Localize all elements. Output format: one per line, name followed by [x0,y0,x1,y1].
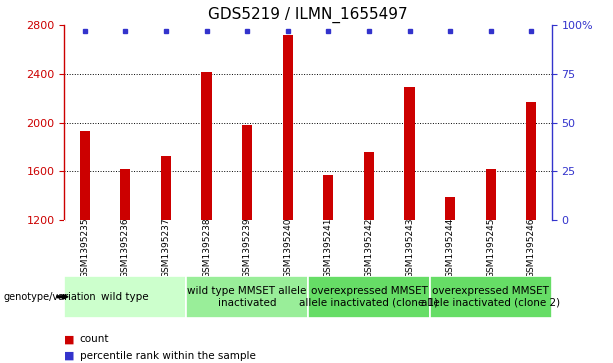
Bar [405,87,414,220]
Bar [308,276,430,318]
Text: GSM1395238: GSM1395238 [202,217,211,278]
Text: GSM1395244: GSM1395244 [446,217,455,278]
Title: GDS5219 / ILMN_1655497: GDS5219 / ILMN_1655497 [208,7,408,23]
Text: wild type MMSET allele
inactivated: wild type MMSET allele inactivated [188,286,306,307]
Text: wild type: wild type [102,292,149,302]
Bar [202,72,211,220]
Bar [430,276,552,318]
Bar [64,276,186,318]
Bar [445,196,455,220]
Text: GSM1395239: GSM1395239 [243,217,251,278]
Bar [242,125,252,220]
Text: overexpressed MMSET
allele inactivated (clone 2): overexpressed MMSET allele inactivated (… [421,286,560,307]
Text: count: count [80,334,109,344]
Text: GSM1395236: GSM1395236 [121,217,130,278]
Text: genotype/variation: genotype/variation [3,292,96,302]
Text: GSM1395243: GSM1395243 [405,217,414,278]
Text: overexpressed MMSET
allele inactivated (clone 1): overexpressed MMSET allele inactivated (… [299,286,438,307]
Bar [323,175,333,220]
Text: GSM1395237: GSM1395237 [161,217,170,278]
Bar [161,156,171,220]
Text: GSM1395241: GSM1395241 [324,217,333,278]
Text: ■: ■ [64,334,75,344]
Text: GSM1395246: GSM1395246 [527,217,536,278]
Bar [527,102,536,220]
Bar [120,169,131,220]
Text: GSM1395235: GSM1395235 [80,217,89,278]
Bar [186,276,308,318]
Text: percentile rank within the sample: percentile rank within the sample [80,351,256,361]
Text: GSM1395240: GSM1395240 [283,217,292,278]
Text: ■: ■ [64,351,75,361]
Bar [283,35,293,220]
Bar [364,152,374,220]
Text: GSM1395245: GSM1395245 [486,217,495,278]
Bar [80,131,89,220]
Text: GSM1395242: GSM1395242 [365,217,373,278]
Bar [485,169,496,220]
